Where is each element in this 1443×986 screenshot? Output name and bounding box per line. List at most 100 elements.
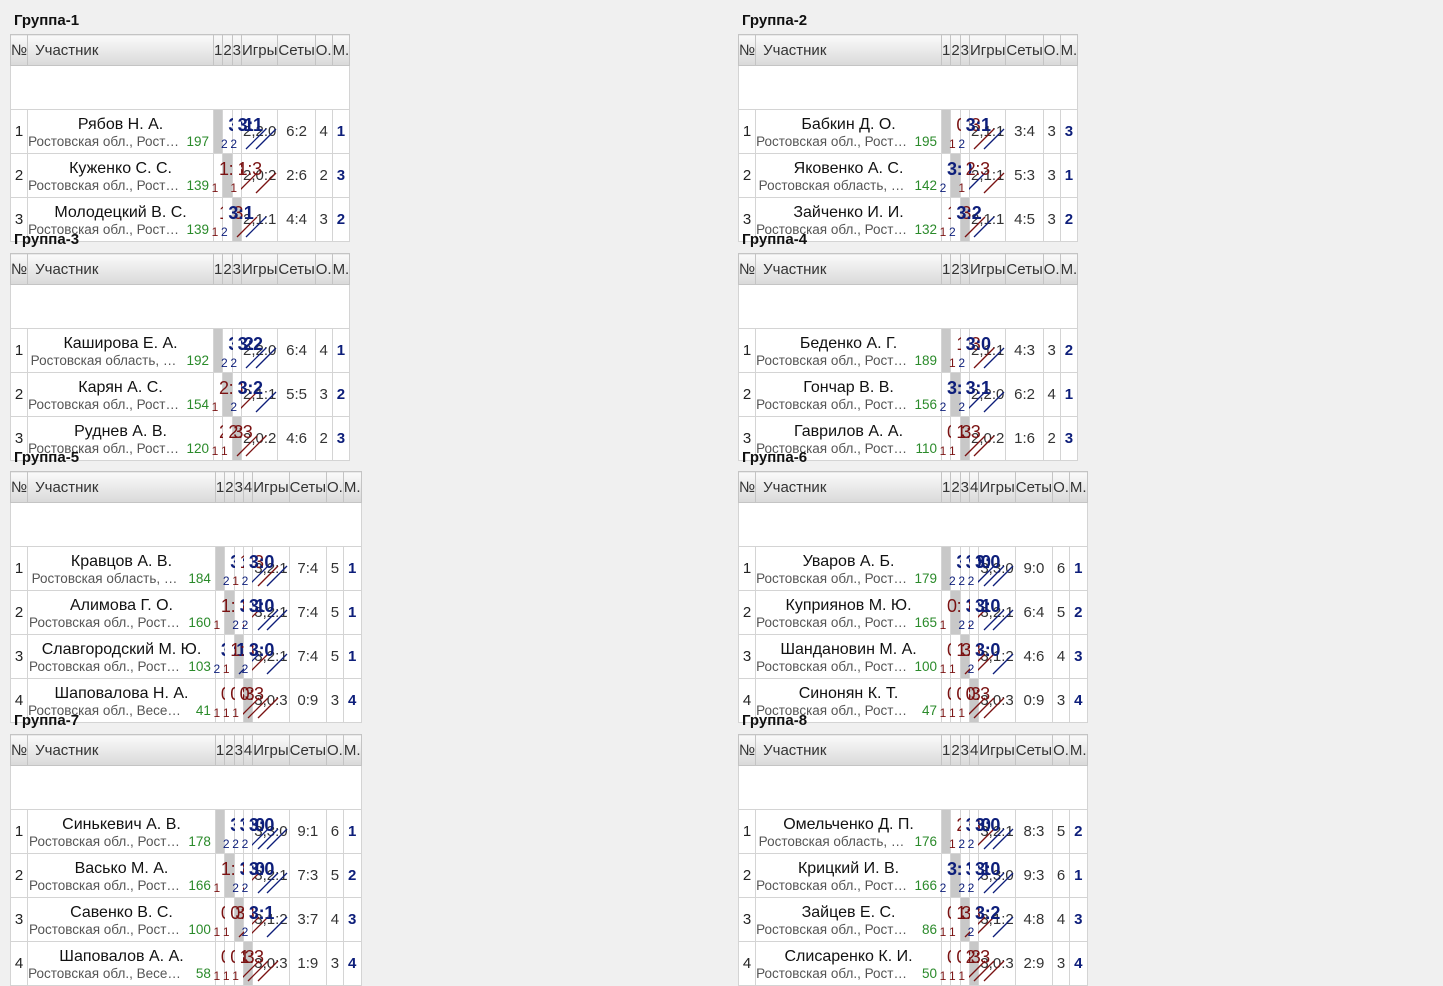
participant-cell[interactable]: Зайченко И. И. Ростовская обл., Рост… 132 [755,197,942,242]
header-sets[interactable]: Сеты [288,471,327,503]
header-points[interactable]: О. [314,34,333,66]
header-place[interactable]: М. [1068,734,1088,766]
participant-name[interactable]: Каширова Е. А. [63,335,178,352]
participant-cell[interactable]: Шаповалова Н. А. Ростовская обл., Весе… 41 [27,678,216,723]
header-no[interactable]: № [9,734,29,766]
participant-cell[interactable]: Крицкий И. В. Ростовская обл., Рост… 166 [755,853,942,898]
match-result-cell[interactable]: 3:22 [940,853,986,898]
participant-name[interactable]: Васько М. А. [74,860,169,877]
participant-name[interactable]: Алимова Г. О. [69,597,173,614]
header-points[interactable]: О. [1042,253,1061,285]
participant-cell[interactable]: Уваров А. Б. Ростовская обл., Рост… 179 [755,546,942,591]
header-participant[interactable]: Участник [755,34,942,66]
participant-name[interactable]: Бабкин Д. О. [801,116,896,133]
header-place[interactable]: М. [342,734,362,766]
header-games[interactable]: Игры [978,734,1016,766]
participant-cell[interactable]: Карян А. С. Ростовская обл., Рост… 154 [27,372,214,417]
header-sets[interactable]: Сеты [1005,253,1044,285]
participant-cell[interactable]: Синькевич А. В. Ростовская обл., Рост… 178 [27,809,216,854]
header-no[interactable]: № [9,471,29,503]
participant-cell[interactable]: Алимова Г. О. Ростовская обл., Рост… 160 [27,590,216,635]
header-points[interactable]: О. [1052,471,1070,503]
participant-name[interactable]: Шаповалова Н. А. [54,685,189,702]
header-no[interactable]: № [737,34,757,66]
participant-name[interactable]: Слисаренко К. И. [784,948,913,965]
header-points[interactable]: О. [325,734,344,766]
participant-name[interactable]: Гаврилов А. А. [794,423,904,440]
participant-name[interactable]: Уваров А. Б. [802,553,895,570]
header-sets[interactable]: Сеты [277,34,316,66]
header-participant[interactable]: Участник [755,734,942,766]
header-sets[interactable]: Сеты [1014,734,1054,766]
participant-cell[interactable]: Омельченко Д. П. Ростовская область, … 176 [755,809,942,854]
participant-name[interactable]: Зайченко И. И. [793,204,904,221]
participant-name[interactable]: Карян А. С. [78,379,163,396]
participant-cell[interactable]: Рябов Н. А. Ростовская обл., Рост… 197 [27,109,214,154]
participant-name[interactable]: Шаповалов А. А. [59,948,184,965]
header-points[interactable]: О. [1052,734,1070,766]
header-sets[interactable]: Сеты [277,253,316,285]
match-result-cell[interactable]: 3:12 [940,372,986,417]
header-sets[interactable]: Сеты [1014,471,1054,503]
participant-cell[interactable]: Куприянов М. Ю. Ростовская обл., Рост… 165 [755,590,942,635]
participant-cell[interactable]: Синонян К. Т. Ростовская обл., Рост… 47 [755,678,942,723]
header-games[interactable]: Игры [968,253,1007,285]
header-no[interactable]: № [9,253,29,285]
header-games[interactable]: Игры [252,471,290,503]
participant-cell[interactable]: Слисаренко К. И. Ростовская обл., Рост… 50 [755,941,942,986]
participant-name[interactable]: Шандановин М. А. [780,641,917,658]
participant-cell[interactable]: Шаповалов А. А. Ростовская обл., Весе… 58 [27,941,216,986]
participant-cell[interactable]: Молодецкий В. С. Ростовская обл., Рост… 13… [27,197,214,242]
participant-cell[interactable]: Славгородский М. Ю. Ростовская обл., Рост… [27,634,216,679]
header-no[interactable]: № [9,34,29,66]
participant-cell[interactable]: Гаврилов А. А. Ростовская обл., Рост… 110 [755,416,942,461]
participant-name[interactable]: Рябов Н. А. [77,116,164,133]
header-place[interactable]: М. [331,34,351,66]
participant-name[interactable]: Руднев А. В. [74,423,167,440]
participant-cell[interactable]: Шандановин М. А. Ростовская обл., Рост… 10… [755,634,942,679]
participant-cell[interactable]: Васько М. А. Ростовская обл., Рост… 166 [27,853,216,898]
header-games[interactable]: Игры [240,34,279,66]
participant-cell[interactable]: Гончар В. В. Ростовская обл., Рост… 156 [755,372,942,417]
header-place[interactable]: М. [1068,471,1088,503]
participant-name[interactable]: Яковенко А. С. [793,160,904,177]
participant-cell[interactable]: Савенко В. С. Ростовская обл., Рост… 100 [27,897,216,942]
header-place[interactable]: М. [1059,253,1079,285]
header-participant[interactable]: Участник [27,34,214,66]
participant-name[interactable]: Беденко А. Г. [799,335,898,352]
header-points[interactable]: О. [325,471,344,503]
match-result-cell[interactable]: 3:02 [940,153,986,198]
header-games[interactable]: Игры [978,471,1016,503]
header-participant[interactable]: Участник [27,734,216,766]
header-participant[interactable]: Участник [755,471,942,503]
